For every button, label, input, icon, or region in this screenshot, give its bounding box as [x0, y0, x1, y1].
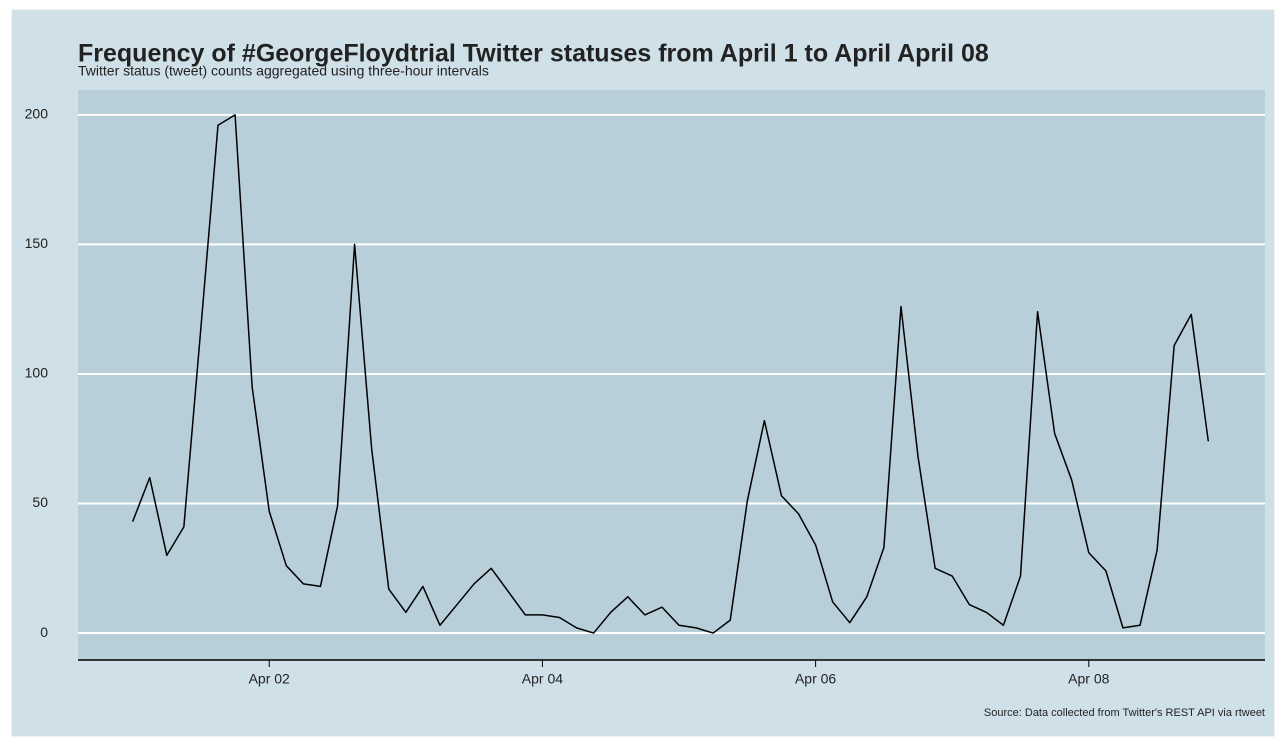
chart-title: Frequency of #GeorgeFloydtrial Twitter s…: [78, 40, 989, 68]
chart-subtitle: Twitter status (tweet) counts aggregated…: [78, 63, 489, 79]
y-tick-label: 100: [25, 365, 49, 381]
x-tick-label: Apr 08: [1068, 671, 1109, 687]
data-line: [131, 114, 1210, 634]
plot-background: [78, 90, 1265, 660]
x-tick-label: Apr 06: [795, 671, 836, 687]
chart-caption: Source: Data collected from Twitter's RE…: [984, 707, 1265, 719]
x-tick-label: Apr 04: [522, 671, 563, 687]
y-tick-label: 150: [25, 235, 49, 251]
y-tick-label: 200: [25, 106, 49, 122]
y-tick-label: 50: [32, 494, 48, 510]
x-tick-label: Apr 02: [249, 671, 290, 687]
y-tick-label: 0: [40, 624, 48, 640]
